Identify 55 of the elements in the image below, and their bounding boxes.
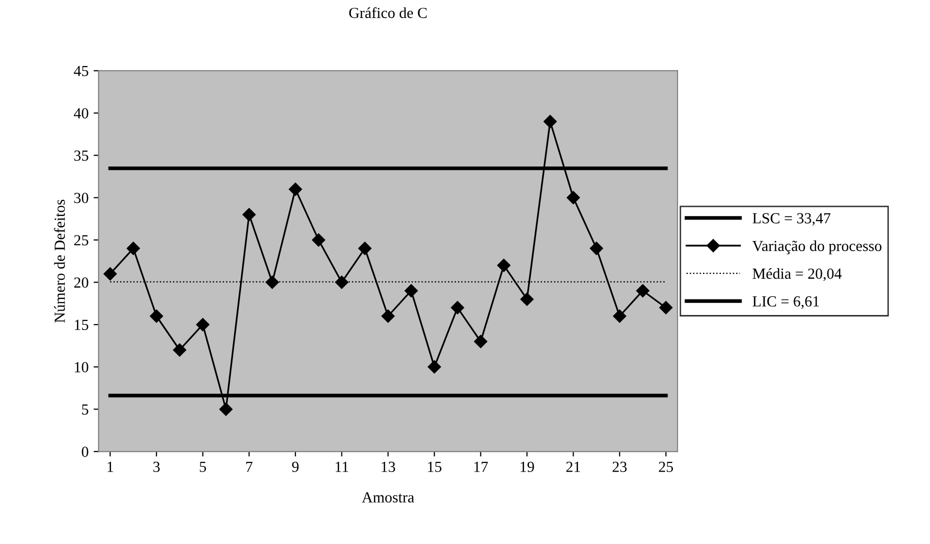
y-tick-label: 25	[74, 235, 88, 246]
point	[288, 182, 302, 196]
point	[196, 318, 210, 332]
point	[358, 242, 372, 256]
y-tick-label: 10	[74, 362, 88, 372]
legend-label: Média = 20,04	[752, 268, 842, 282]
point	[335, 276, 348, 289]
point	[404, 284, 418, 298]
point	[544, 114, 557, 128]
y-tick-label: 0	[82, 446, 88, 457]
x-tick-label: 13	[382, 462, 396, 472]
point	[590, 242, 604, 256]
point	[104, 267, 117, 280]
point	[659, 301, 673, 314]
point	[497, 258, 510, 272]
point	[312, 233, 326, 247]
legend-label: LSC = 33,47	[752, 213, 830, 226]
x-tick-label: 11	[336, 462, 348, 472]
x-tick-label: 17	[474, 462, 488, 472]
x-tick-label: 7	[246, 462, 252, 472]
y-tick-label: 30	[74, 192, 88, 204]
y-tick-label: 35	[74, 150, 88, 161]
x-tick-label: 5	[200, 462, 206, 472]
chart-title: Gráfico de C	[349, 7, 427, 18]
x-tick-label: 23	[612, 462, 627, 472]
point	[450, 301, 464, 314]
x-tick-label: 25	[658, 462, 673, 472]
point	[150, 310, 164, 323]
y-axis-title: Número de Defeitos	[54, 200, 65, 323]
x-tick-label: 15	[428, 462, 442, 472]
y-tick-label: 15	[74, 320, 88, 330]
point	[520, 292, 534, 306]
x-tick-label: 21	[566, 462, 580, 472]
point	[219, 402, 233, 416]
y-tick-label: 20	[74, 277, 88, 288]
point	[242, 208, 256, 222]
x-tick-label: 3	[153, 462, 160, 472]
x-tick-label: 19	[520, 462, 534, 472]
point	[173, 343, 186, 357]
point	[613, 310, 626, 323]
y-tick-label: 45	[74, 66, 88, 76]
legend-label: LIC = 6,61	[752, 296, 819, 309]
point	[126, 242, 140, 256]
point	[428, 360, 441, 374]
x-tick-label: 1	[108, 462, 114, 472]
point	[381, 310, 395, 323]
x-axis-title: Amostra	[362, 492, 414, 503]
x-tick-label: 9	[292, 462, 299, 472]
point	[266, 276, 279, 289]
legend-label: Variação do processo	[752, 240, 882, 254]
point	[566, 191, 580, 204]
y-tick-label: 5	[82, 404, 88, 415]
point	[636, 284, 650, 298]
point	[474, 334, 488, 348]
y-tick-label: 40	[74, 108, 88, 118]
